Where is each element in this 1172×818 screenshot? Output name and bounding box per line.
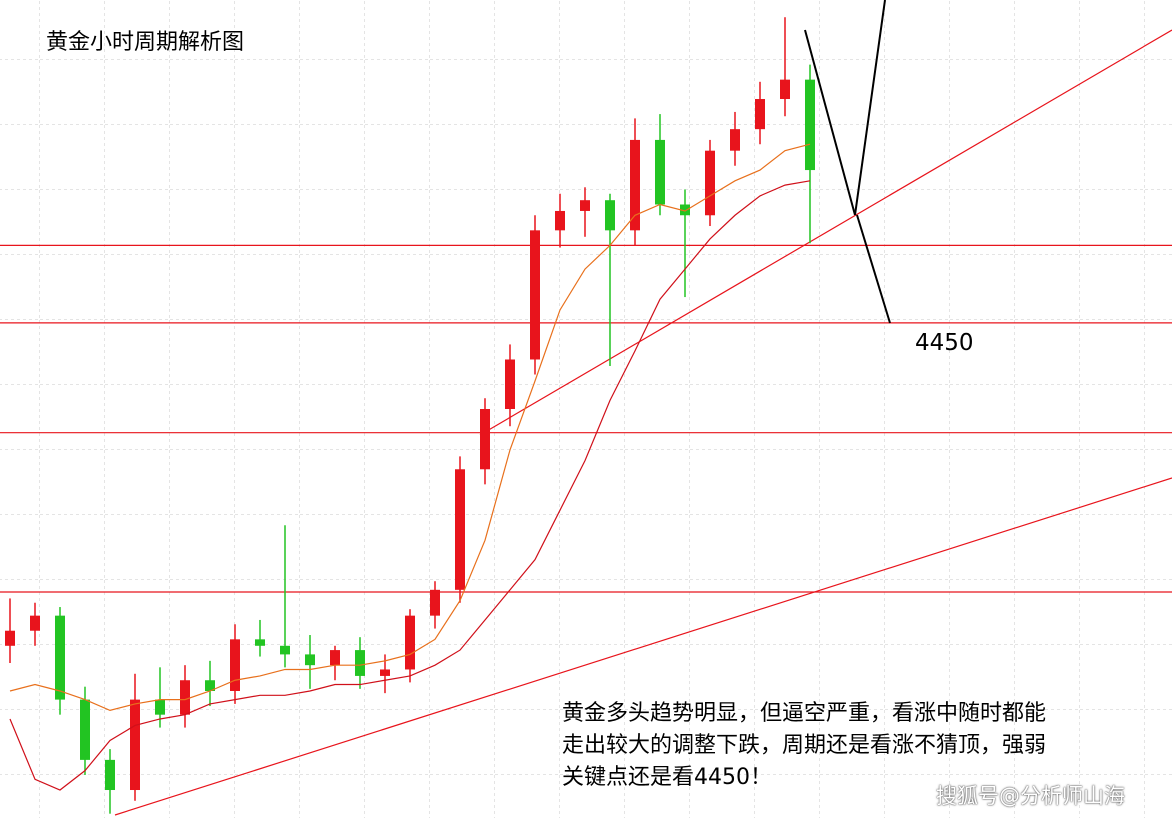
- candle-body: [30, 615, 40, 631]
- candle-body: [330, 650, 340, 666]
- moving-average: [9, 143, 811, 712]
- chart-title: 黄金小时周期解析图: [46, 30, 245, 55]
- candle-body: [305, 654, 315, 666]
- projection-line: [856, 214, 891, 324]
- note-line: 黄金多头趋势明显，但逼空严重，看涨中随时都能: [562, 701, 1047, 726]
- candle-body: [255, 639, 265, 646]
- candle-body: [605, 200, 615, 231]
- candle-body: [680, 204, 690, 216]
- trend-line: [479, 29, 1172, 436]
- candle-body: [105, 759, 115, 791]
- moving-average: [9, 180, 811, 791]
- candle-body: [480, 409, 490, 470]
- candle-body: [655, 139, 665, 205]
- note-line: 走出较大的调整下跌，周期还是看涨不猜顶，强弱: [562, 733, 1047, 758]
- candle-body: [405, 615, 415, 670]
- candle-body: [155, 699, 165, 715]
- analysis-note: 黄金多头趋势明显，但逼空严重，看涨中随时都能 走出较大的调整下跌，周期还是看涨不…: [562, 698, 1046, 794]
- candle-body: [280, 645, 290, 655]
- candle-body: [230, 639, 240, 691]
- watermark: 搜狐号@分析师山海: [936, 784, 1125, 808]
- candle-body: [55, 615, 65, 700]
- candle-body: [705, 150, 715, 216]
- candle-body: [430, 589, 440, 616]
- trend-line: [114, 477, 1172, 816]
- candle-body: [630, 139, 640, 231]
- candle-body: [730, 129, 740, 151]
- candle-body: [80, 699, 90, 760]
- candle-body: [380, 669, 390, 676]
- candle-body: [5, 630, 15, 646]
- candle-body: [455, 469, 465, 590]
- candle-body: [355, 650, 365, 676]
- candle-body: [530, 230, 540, 360]
- projection-line: [804, 29, 856, 216]
- candle-body: [755, 99, 765, 130]
- note-line: 关键点还是看4450！: [562, 765, 772, 790]
- candle-body: [505, 359, 515, 409]
- candle-body: [205, 680, 215, 691]
- candle-body: [780, 79, 790, 100]
- projection-line: [854, 0, 886, 216]
- level-label: 4450: [915, 330, 974, 356]
- candle-body: [555, 210, 565, 231]
- candle-body: [580, 200, 590, 211]
- candle-body: [130, 699, 140, 791]
- candle-body: [805, 79, 815, 171]
- candle-body: [180, 680, 190, 715]
